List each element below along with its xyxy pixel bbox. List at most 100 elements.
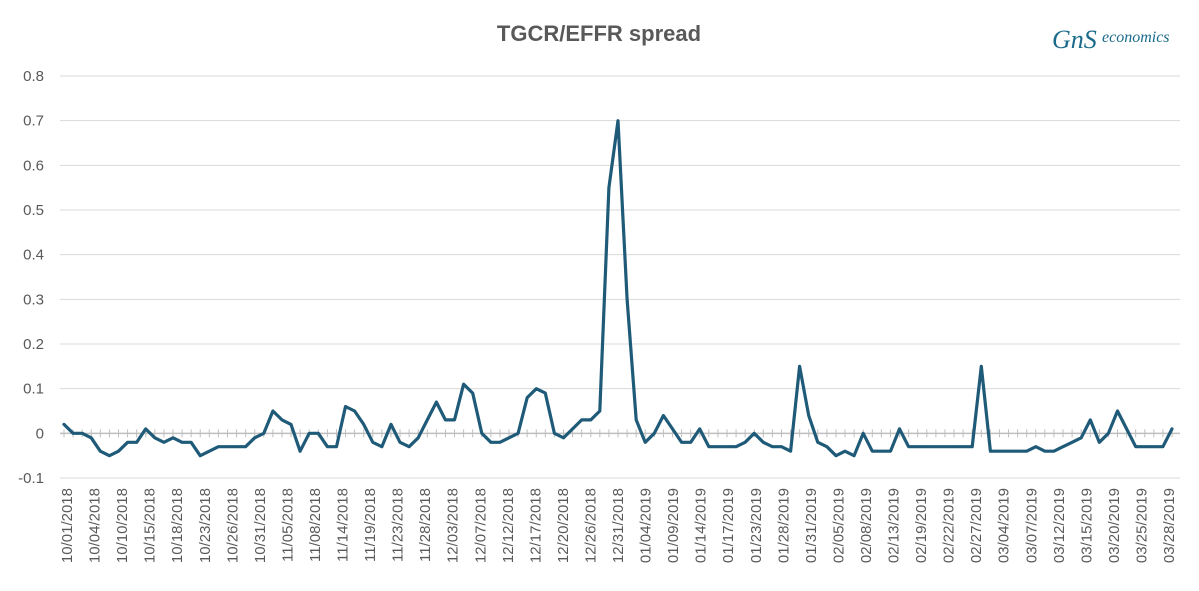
- x-tick-label: 10/23/2018: [197, 488, 214, 563]
- data-point: [507, 436, 511, 439]
- data-point: [1143, 445, 1146, 448]
- data-point: [880, 450, 883, 453]
- x-tick-label: 01/04/2019: [638, 488, 655, 563]
- x-tick-label: 10/31/2018: [252, 488, 269, 563]
- data-point: [916, 445, 919, 448]
- data-point: [144, 427, 147, 431]
- data-point: [707, 445, 711, 448]
- data-point: [189, 441, 193, 444]
- data-point: [1161, 445, 1165, 448]
- series-layer: [62, 119, 1174, 458]
- data-point: [289, 423, 293, 426]
- data-point: [825, 445, 829, 448]
- data-point: [662, 414, 665, 417]
- x-tick-label: 10/15/2018: [142, 488, 159, 563]
- data-point: [634, 418, 638, 422]
- data-point: [389, 423, 393, 426]
- x-tick-label: 12/12/2018: [500, 488, 517, 563]
- x-tick-label: 02/13/2019: [886, 488, 903, 563]
- x-tick-label: 03/15/2019: [1078, 488, 1095, 563]
- x-tick-label: 02/19/2019: [913, 488, 930, 563]
- data-point: [135, 441, 138, 444]
- data-point: [1125, 427, 1128, 431]
- data-point: [725, 445, 729, 448]
- x-tick-label: 12/31/2018: [610, 488, 627, 563]
- y-tick-label: 0.6: [23, 157, 44, 174]
- y-tick-label: 0.8: [23, 68, 44, 85]
- chart-title: TGCR/EFFR spread: [497, 21, 701, 46]
- x-tick-label: 12/03/2018: [445, 488, 462, 563]
- data-point: [798, 365, 801, 368]
- data-point: [217, 445, 220, 448]
- x-tick-label: 10/10/2018: [114, 488, 131, 563]
- data-point: [925, 445, 928, 448]
- data-point: [407, 445, 411, 448]
- x-tick-label: 12/07/2018: [472, 488, 489, 563]
- data-point: [71, 432, 75, 435]
- x-tick-label: 11/19/2018: [362, 488, 379, 562]
- x-tick-label: 12/20/2018: [555, 488, 572, 563]
- data-point: [698, 427, 701, 431]
- data-point: [426, 418, 429, 422]
- x-tick-label: 03/04/2019: [996, 488, 1013, 563]
- y-tick-label: 0.1: [23, 381, 44, 398]
- data-point: [852, 454, 856, 457]
- data-point: [625, 298, 629, 301]
- data-point: [1052, 450, 1056, 453]
- data-point: [743, 441, 747, 444]
- data-point: [1152, 445, 1156, 448]
- data-point: [271, 409, 275, 413]
- x-tick-label: 11/14/2018: [335, 488, 352, 562]
- data-point: [616, 119, 620, 122]
- data-point: [317, 432, 320, 435]
- data-point: [1016, 450, 1019, 453]
- data-point: [126, 441, 129, 444]
- logo-mark: GnS: [1052, 25, 1097, 54]
- data-point: [208, 450, 211, 453]
- data-point: [553, 432, 556, 435]
- data-point: [716, 445, 720, 448]
- x-axis-tick-labels: 10/01/2018 10/04/2018 10/10/2018 10/15/2018…: [59, 488, 1178, 563]
- x-tick-label: 10/04/2018: [87, 488, 104, 563]
- data-point: [1116, 409, 1119, 413]
- data-point: [171, 436, 175, 439]
- data-point: [598, 409, 602, 413]
- data-point: [1061, 445, 1065, 448]
- data-point: [607, 186, 611, 189]
- data-point: [253, 436, 256, 439]
- data-point: [226, 445, 229, 448]
- data-point: [199, 454, 202, 457]
- y-tick-label: 0.4: [23, 247, 44, 264]
- data-point: [335, 445, 338, 448]
- data-point: [462, 383, 465, 386]
- x-tick-label: 12/17/2018: [527, 488, 544, 563]
- x-tick-label: 03/25/2019: [1133, 488, 1150, 563]
- data-point: [834, 454, 838, 457]
- data-point: [480, 432, 483, 435]
- x-tick-label: 01/28/2019: [775, 488, 792, 563]
- data-point: [589, 418, 592, 422]
- x-tick-label: 11/05/2018: [279, 488, 296, 562]
- data-point: [280, 418, 284, 422]
- data-point: [371, 441, 374, 444]
- data-point: [1034, 445, 1037, 448]
- data-point: [998, 450, 1001, 453]
- x-tick-label: 10/26/2018: [224, 488, 241, 563]
- data-point: [671, 427, 674, 431]
- data-point: [862, 432, 865, 435]
- data-point: [1089, 418, 1092, 422]
- data-point: [117, 450, 120, 453]
- data-point: [562, 436, 565, 439]
- data-point: [435, 400, 438, 404]
- x-tick-label: 02/27/2019: [968, 488, 985, 563]
- data-point: [970, 445, 974, 448]
- gridlines: [60, 75, 1180, 479]
- data-point: [961, 445, 965, 448]
- data-point: [1043, 450, 1047, 453]
- data-point: [753, 432, 756, 435]
- data-point: [1070, 441, 1074, 444]
- data-point: [235, 445, 238, 448]
- data-point: [762, 441, 765, 444]
- data-point: [471, 391, 474, 395]
- x-tick-label: 01/14/2019: [693, 488, 710, 563]
